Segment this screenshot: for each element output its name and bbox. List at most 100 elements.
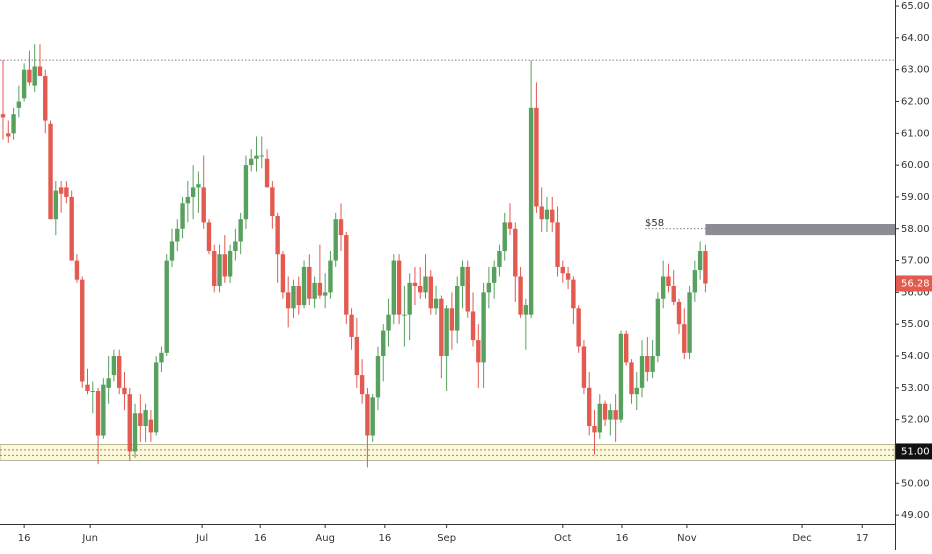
candle-body	[528, 107, 534, 315]
candle-body	[671, 286, 676, 302]
y-tick-label: 56.00	[901, 287, 930, 298]
candle-body	[555, 222, 560, 267]
candle-body	[608, 410, 613, 420]
candle-body	[111, 356, 117, 376]
candle-body	[645, 356, 650, 372]
candle-body	[143, 410, 148, 427]
x-tick-label: Sep	[437, 533, 456, 544]
candle-body	[576, 308, 581, 347]
candle-body	[613, 410, 618, 420]
candle-body	[138, 413, 143, 427]
candle-body	[507, 222, 513, 229]
candle-body	[470, 311, 476, 341]
y-tick-label: 53.00	[901, 383, 930, 394]
candle-body	[697, 251, 703, 271]
candle-body	[497, 251, 502, 267]
candle-body	[212, 251, 217, 287]
support-label-text: 51.00	[901, 446, 930, 457]
candle-body	[196, 184, 201, 188]
candle-body	[465, 266, 470, 312]
candle-body	[280, 254, 286, 293]
candle-body	[544, 209, 550, 220]
candle-body	[227, 251, 233, 277]
candle-body	[85, 384, 90, 392]
candle-body	[365, 394, 370, 436]
candle-body	[322, 292, 328, 296]
candle-body	[476, 340, 481, 363]
candle-body	[317, 282, 323, 296]
candle-body	[581, 346, 587, 388]
candle-body	[153, 362, 159, 433]
candle-body	[238, 219, 243, 242]
candle-body	[37, 66, 43, 77]
x-tick-label: 16	[18, 533, 31, 544]
candle-body	[359, 375, 365, 395]
candle-body	[502, 222, 507, 252]
candle-body	[74, 260, 80, 280]
y-tick-label: 61.00	[901, 128, 930, 139]
candle-body	[64, 187, 69, 197]
candle-body	[285, 292, 291, 309]
candle-body	[344, 235, 349, 315]
candle-body	[312, 282, 317, 299]
candle-body	[639, 356, 645, 388]
target-zone	[705, 223, 895, 236]
candle-body	[338, 219, 344, 236]
candle-body	[428, 276, 433, 309]
x-tick-label: 17	[856, 533, 869, 544]
candle-body	[116, 356, 122, 388]
candle-body	[623, 333, 629, 363]
candle-body	[264, 158, 270, 188]
y-tick-label: 62.00	[901, 96, 930, 107]
candle-body	[222, 254, 228, 277]
candle-body	[259, 155, 264, 157]
candle-body	[122, 387, 127, 395]
candle-body	[185, 196, 191, 204]
last-price-badge	[896, 275, 932, 292]
x-tick-label: Oct	[554, 533, 571, 544]
candle-body	[418, 286, 423, 293]
candle-body	[270, 187, 275, 217]
candle-body	[629, 362, 634, 395]
x-tick-label: 16	[378, 533, 391, 544]
x-tick-label: Jun	[81, 533, 98, 544]
candle-body	[703, 251, 708, 284]
candle-body	[370, 397, 375, 436]
y-tick-label: 65.00	[901, 1, 930, 12]
candle-body	[32, 66, 37, 86]
candle-body	[328, 260, 333, 293]
candle-body	[460, 266, 465, 287]
last-price-text: 56.28	[901, 278, 930, 289]
y-tick-label: 59.00	[901, 192, 930, 203]
candle-body	[587, 387, 592, 427]
y-tick-label: 60.00	[901, 160, 930, 171]
candle-body	[592, 426, 597, 433]
candle-body	[491, 266, 497, 283]
candle-body	[454, 286, 460, 331]
candle-body	[206, 222, 212, 252]
candle-body	[655, 298, 661, 357]
candle-body	[375, 356, 381, 398]
y-tick-label: 57.00	[901, 256, 930, 267]
y-tick-label: 58.00	[901, 224, 930, 235]
candle-body	[127, 394, 132, 452]
candle-body	[16, 101, 22, 108]
candle-body	[180, 203, 185, 229]
candle-body	[106, 378, 111, 388]
candle-body	[523, 305, 529, 315]
candle-body	[27, 69, 32, 83]
x-tick-label: Aug	[315, 533, 335, 544]
candle-body	[164, 260, 169, 353]
y-tick-label: 52.00	[901, 415, 930, 426]
candle-body	[301, 266, 307, 306]
candle-body	[666, 276, 671, 287]
candle-body	[233, 241, 238, 252]
candle-body	[444, 308, 449, 357]
candle-body	[433, 298, 439, 309]
candle-body	[676, 301, 682, 325]
candle-body	[11, 114, 16, 134]
candle-body	[254, 155, 259, 159]
candle-body	[650, 356, 655, 372]
